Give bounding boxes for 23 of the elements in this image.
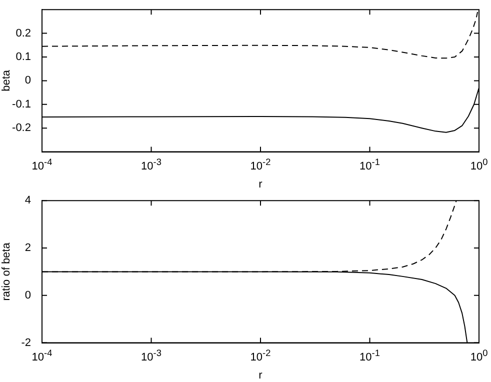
x-tick-label: 10$^{0}$ — [470, 346, 488, 364]
x-tick-label: 10$^{-1}$ — [360, 156, 380, 174]
y-tick-label: -2 — [21, 336, 31, 349]
x-tick-label: 10$^{-2}$ — [250, 346, 271, 364]
x-tick-label: 10$^{-3}$ — [141, 346, 162, 364]
x-axis-title: r — [258, 178, 263, 190]
x-tick-label: 10$^{0}$ — [470, 156, 488, 174]
x-tick-label: 10$^{-3}$ — [141, 156, 162, 174]
x-tick-label: 10$^{-2}$ — [250, 156, 271, 174]
y-tick-label: 0 — [24, 289, 31, 302]
y-tick-label: 0 — [24, 74, 31, 87]
x-tick-label: 10$^{-4}$ — [32, 346, 52, 364]
y-axis-title: ratio of beta — [0, 242, 13, 301]
y-tick-label: 2 — [24, 242, 31, 254]
y-tick-label: 0.2 — [16, 27, 31, 40]
y-tick-label: -0.1 — [12, 98, 31, 110]
y-tick-label: -0.2 — [12, 122, 31, 134]
y-axis-title: beta — [0, 69, 13, 92]
x-tick-label: 10$^{-4}$ — [32, 156, 52, 174]
y-tick-label: 4 — [24, 194, 31, 207]
y-tick-label: 0.1 — [16, 51, 31, 64]
x-axis-title: r — [258, 369, 263, 382]
x-tick-label: 10$^{-1}$ — [360, 346, 380, 364]
